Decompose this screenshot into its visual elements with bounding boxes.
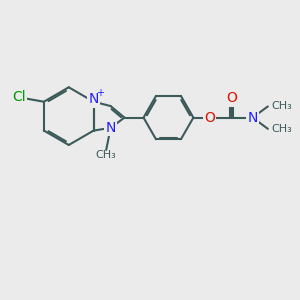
Text: N: N [88, 92, 99, 106]
Text: CH₃: CH₃ [96, 150, 117, 160]
Text: N: N [248, 111, 258, 124]
Text: Cl: Cl [12, 90, 26, 104]
Text: +: + [96, 88, 104, 98]
Text: O: O [226, 92, 237, 106]
Text: O: O [204, 111, 215, 124]
Text: CH₃: CH₃ [272, 124, 292, 134]
Text: N: N [105, 121, 116, 135]
Text: CH₃: CH₃ [272, 101, 292, 111]
